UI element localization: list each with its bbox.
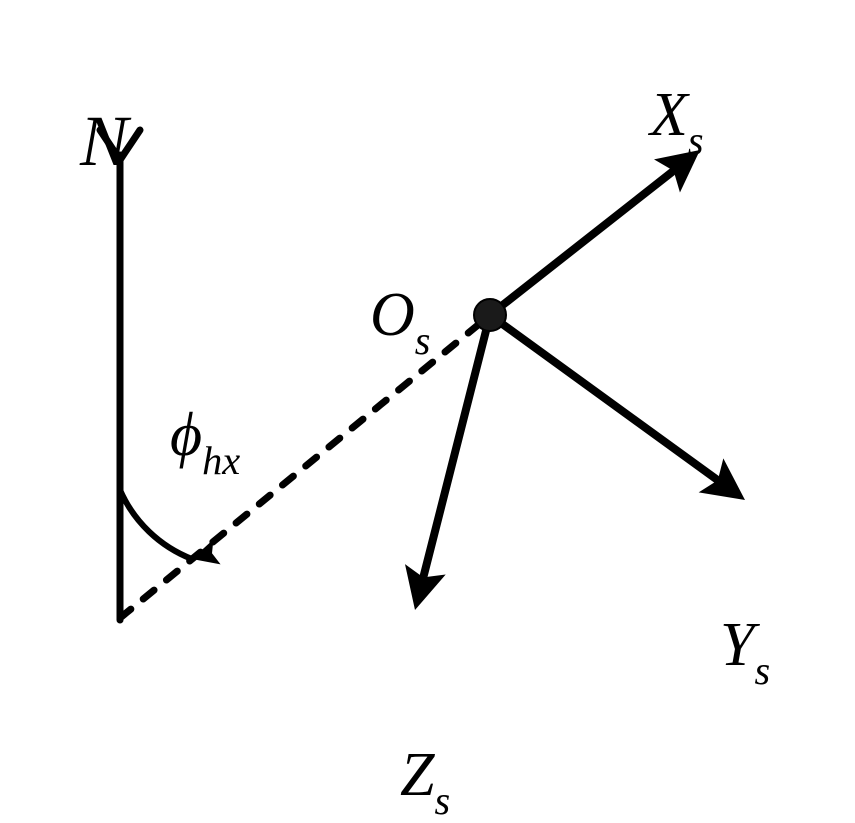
label-axis-x-main: X bbox=[650, 81, 688, 149]
label-axis-z-main: Z bbox=[400, 741, 434, 809]
label-axis-x-sub: s bbox=[688, 118, 704, 163]
label-origin-main: O bbox=[370, 281, 415, 349]
label-angle-main: ϕ bbox=[170, 401, 202, 469]
label-origin-sub: s bbox=[415, 318, 431, 363]
label-north-text: N bbox=[80, 101, 128, 181]
label-axis-y-main: Y bbox=[720, 611, 754, 679]
label-angle-sub: hx bbox=[202, 438, 240, 483]
label-axis-y: Ys bbox=[720, 610, 770, 688]
label-axis-z-sub: s bbox=[434, 778, 450, 823]
label-axis-x: Xs bbox=[650, 80, 704, 158]
label-axis-y-sub: s bbox=[754, 648, 770, 693]
label-origin: Os bbox=[370, 280, 430, 358]
label-north: N bbox=[80, 100, 128, 183]
label-axis-z: Zs bbox=[400, 740, 450, 818]
label-angle: ϕhx bbox=[170, 400, 240, 478]
